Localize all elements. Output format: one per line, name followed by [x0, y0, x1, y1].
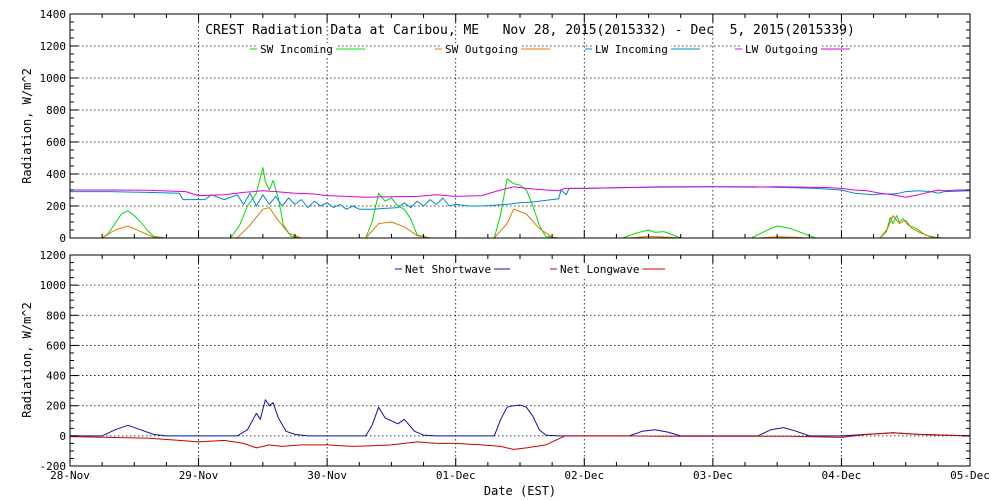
- bottom-legend: Net Shortwave Net Longwave: [395, 263, 665, 277]
- x-tick-label-30-nov: 30-Nov: [307, 469, 347, 482]
- top-ticks: [69, 13, 971, 239]
- top-y-axis-label: Radiation, W/m^2: [20, 68, 34, 184]
- bottom-ticks: [69, 254, 971, 467]
- legend-label-sw-outgoing: SW Outgoing: [445, 43, 518, 56]
- series-line-net-shortwave: [70, 399, 971, 437]
- legend-entry-lw-incoming: LW Incoming: [585, 43, 700, 57]
- legend-label-bg: [592, 43, 671, 57]
- legend-entry-sw-incoming: SW Incoming: [250, 43, 365, 57]
- top-legend: SW Incoming SW Outgoing LW Incoming LW Outg…: [250, 43, 850, 57]
- legend-label-bg: [742, 43, 821, 57]
- bottom-grid: [70, 255, 970, 466]
- legend-entry-net-shortwave: Net Shortwave: [395, 263, 510, 277]
- x-tick-label-05-dec: 05-Dec: [950, 469, 990, 482]
- legend-entry-sw-outgoing: SW Outgoing: [435, 43, 550, 57]
- legend-label-lw-incoming: LW Incoming: [595, 43, 668, 56]
- x-tick-label-04-dec: 04-Dec: [822, 469, 862, 482]
- top-y-tick-label: 600: [46, 136, 66, 149]
- bot-y-tick-label: 200: [46, 400, 66, 413]
- series-line-lw-outgoing: [70, 186, 970, 198]
- top-y-tick-labels: 0 200 400 600 800 1000 1200 1400: [40, 8, 67, 245]
- x-tick-label-02-dec: 02-Dec: [564, 469, 604, 482]
- x-axis-label: Date (EST): [484, 484, 556, 498]
- x-tick-label-01-dec: 01-Dec: [436, 469, 476, 482]
- chart-title: CREST Radiation Data at Caribou, ME Nov …: [205, 23, 855, 38]
- legend-label-bg: [557, 263, 643, 277]
- top-y-tick-label: 1200: [40, 40, 67, 53]
- bot-y-tick-label: 400: [46, 370, 66, 383]
- bottom-y-tick-labels: -200 0 200 400 600 800 1000 1200: [40, 249, 67, 473]
- top-y-tick-label: 400: [46, 168, 66, 181]
- legend-entry-lw-outgoing: LW Outgoing: [735, 43, 850, 57]
- series-line-sw-outgoing: [70, 207, 970, 239]
- bottom-panel: -200 0 200 400 600 800 1000 1200 28-Nov 29-Nov 30…: [20, 249, 990, 498]
- legend-label-bg: [442, 43, 521, 57]
- x-tick-labels: 28-Nov 29-Nov 30-Nov 01-Dec 02-Dec 03-Dec 04-D…: [50, 469, 990, 482]
- series-line-net-longwave: [69, 432, 971, 450]
- top-panel: 0 200 400 600 800 1000 1200 1400 CREST Radiatio…: [20, 8, 971, 245]
- legend-label-lw-outgoing: LW Outgoing: [745, 43, 818, 56]
- bot-y-tick-label: 600: [46, 339, 66, 352]
- legend-label-bg: [257, 43, 336, 57]
- bottom-series-group: [69, 399, 971, 450]
- bot-y-tick-label: 1000: [40, 279, 67, 292]
- bot-y-tick-label: 1200: [40, 249, 67, 262]
- legend-label-net-shortwave: Net Shortwave: [405, 263, 491, 276]
- top-y-tick-label: 1400: [40, 8, 67, 21]
- bot-y-tick-label: 0: [59, 430, 66, 443]
- bot-y-tick-label: -200: [40, 460, 67, 473]
- top-y-tick-label: 800: [46, 104, 66, 117]
- bottom-y-axis-label: Radiation, W/m^2: [20, 302, 34, 418]
- legend-label-net-longwave: Net Longwave: [560, 263, 639, 276]
- bot-y-tick-label: 800: [46, 309, 66, 322]
- x-tick-label-29-nov: 29-Nov: [179, 469, 219, 482]
- top-y-tick-label: 0: [59, 232, 66, 245]
- top-y-tick-label: 1000: [40, 72, 67, 85]
- legend-label-sw-incoming: SW Incoming: [260, 43, 333, 56]
- x-tick-label-28-nov: 28-Nov: [50, 469, 90, 482]
- legend-entry-net-longwave: Net Longwave: [550, 263, 665, 277]
- x-tick-label-03-dec: 03-Dec: [693, 469, 733, 482]
- top-y-tick-label: 200: [46, 200, 66, 213]
- series-line-lw-incoming: [70, 186, 971, 210]
- legend-label-bg: [402, 263, 495, 277]
